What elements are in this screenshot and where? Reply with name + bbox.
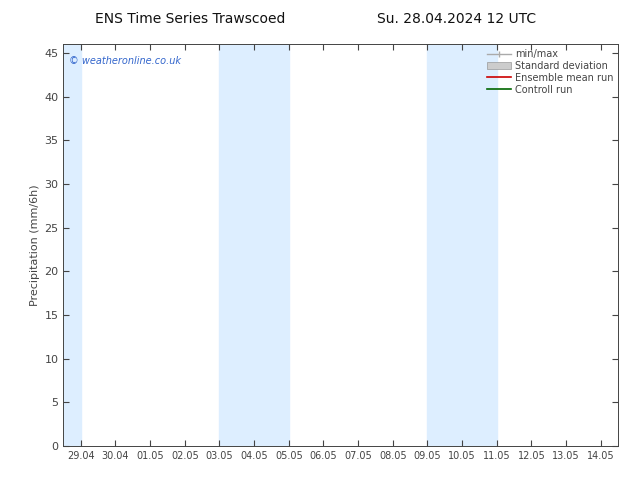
Bar bbox=[219, 44, 288, 446]
Text: © weatheronline.co.uk: © weatheronline.co.uk bbox=[69, 56, 181, 66]
Bar bbox=[63, 44, 81, 446]
Text: ENS Time Series Trawscoed: ENS Time Series Trawscoed bbox=[95, 12, 285, 26]
Bar bbox=[427, 44, 497, 446]
Y-axis label: Precipitation (mm/6h): Precipitation (mm/6h) bbox=[30, 184, 40, 306]
Legend: min/max, Standard deviation, Ensemble mean run, Controll run: min/max, Standard deviation, Ensemble me… bbox=[484, 47, 615, 97]
Text: Su. 28.04.2024 12 UTC: Su. 28.04.2024 12 UTC bbox=[377, 12, 536, 26]
